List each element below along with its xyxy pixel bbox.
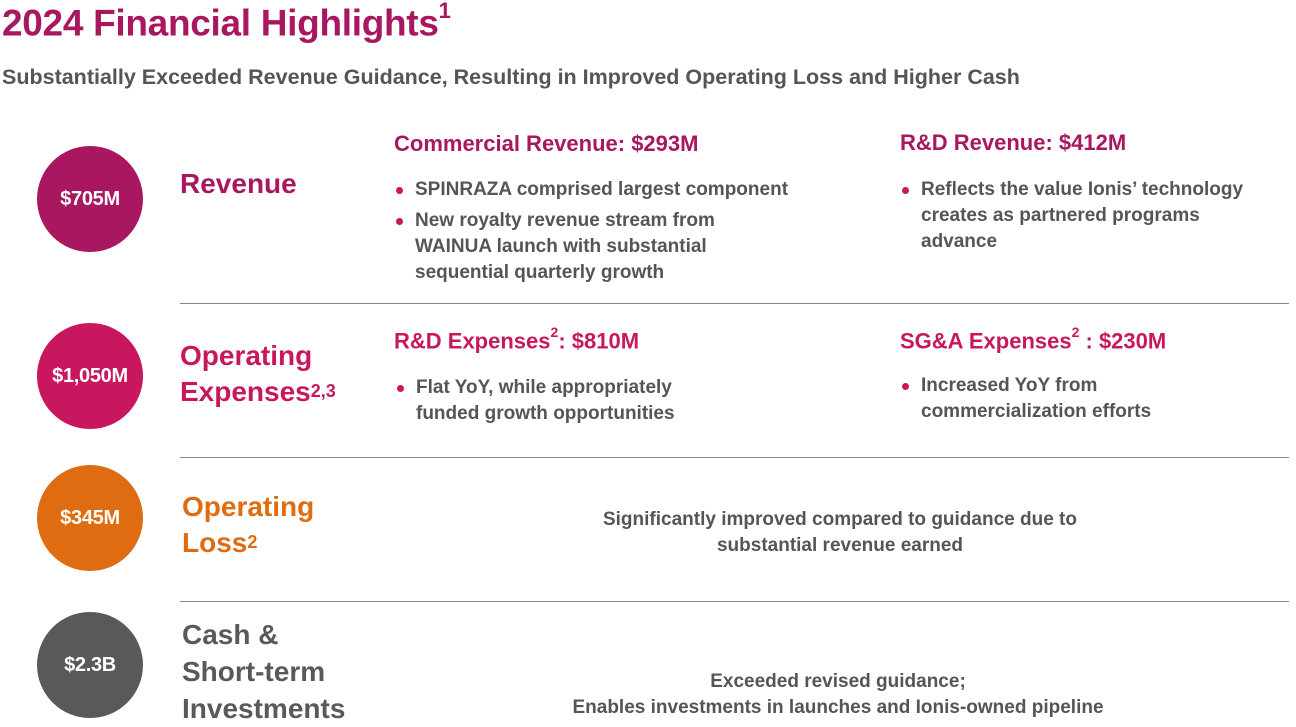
list-item: Reflects the value Ionis’ technology cre… xyxy=(900,177,1296,255)
revenue-label: Revenue xyxy=(180,168,297,199)
list-item: Increased YoY from commercialization eff… xyxy=(900,373,1290,425)
row-divider xyxy=(180,601,1289,602)
cash-description: Exceeded revised guidance; Enables inves… xyxy=(488,669,1188,721)
title-footnote-marker: 1 xyxy=(438,0,451,23)
sga-expenses-footnote-marker: 2 xyxy=(1071,324,1080,340)
rd-revenue-heading: R&D Revenue: $412M xyxy=(900,130,1127,155)
cash-label-line1: Cash & xyxy=(182,619,279,650)
operating-loss-description-line1: Significantly improved compared to guida… xyxy=(602,509,1077,530)
operating-loss-value: $345M xyxy=(60,506,120,529)
page-title-text: 2024 Financial Highlights xyxy=(2,2,439,44)
rd-expenses-footnote-marker: 2 xyxy=(550,324,559,340)
list-item: Flat YoY, while appropriately funded gro… xyxy=(395,375,815,427)
sga-expenses-bullets: Increased YoY from commercialization eff… xyxy=(900,373,1290,430)
cash-label: Cash & Short-term Investments xyxy=(182,616,345,727)
rd-expenses-heading-amount: : $810M xyxy=(558,328,640,354)
list-item: SPINRAZA comprised largest component xyxy=(394,177,864,203)
operating-loss-label-line2: Loss2 xyxy=(182,525,314,564)
commercial-revenue-heading: Commercial Revenue: $293M xyxy=(394,131,699,156)
operating-expenses-label-line2: Expenses2,3 xyxy=(180,374,336,413)
row-divider xyxy=(180,457,1289,458)
rd-expenses-bullets: Flat YoY, while appropriately funded gro… xyxy=(395,375,815,432)
operating-expenses-value-circle: $1,050M xyxy=(37,323,143,429)
sga-expenses-heading-prefix: SG&A Expenses xyxy=(900,328,1072,354)
row-divider xyxy=(180,303,1289,304)
operating-expenses-label-line1: Operating xyxy=(180,340,313,371)
rd-expenses-heading: R&D Expenses2: $810M xyxy=(394,324,640,354)
operating-loss-value-circle: $345M xyxy=(37,465,143,571)
commercial-revenue-bullets: SPINRAZA comprised largest component New… xyxy=(394,177,864,291)
operating-loss-footnote-marker: 2 xyxy=(247,532,258,552)
rd-expenses-heading-prefix: R&D Expenses xyxy=(394,328,551,354)
page-title: 2024 Financial Highlights1 xyxy=(2,0,451,44)
operating-expenses-label-text: Expenses xyxy=(180,376,311,407)
cash-value: $2.3B xyxy=(64,653,116,676)
operating-loss-label: Operating Loss2 xyxy=(182,489,314,564)
cash-label-line3: Investments xyxy=(182,693,346,724)
rd-revenue-bullets: Reflects the value Ionis’ technology cre… xyxy=(900,177,1296,260)
operating-loss-label-text: Loss xyxy=(182,527,248,558)
operating-loss-description: Significantly improved compared to guida… xyxy=(490,507,1190,559)
revenue-value-circle: $705M xyxy=(37,146,143,252)
operating-loss-label-line1: Operating xyxy=(182,491,315,522)
cash-value-circle: $2.3B xyxy=(37,612,143,718)
operating-loss-description-line2: substantial revenue earned xyxy=(716,535,964,556)
sga-expenses-heading-amount: : $230M xyxy=(1079,328,1167,354)
operating-expenses-value: $1,050M xyxy=(52,364,128,387)
operating-expenses-footnote-marker: 2,3 xyxy=(310,381,336,401)
revenue-value: $705M xyxy=(60,187,120,210)
operating-expenses-label: Operating Expenses2,3 xyxy=(180,338,336,413)
cash-description-line1: Exceeded revised guidance; xyxy=(710,671,966,692)
cash-description-line2: Enables investments in launches and Ioni… xyxy=(572,697,1104,718)
page-subtitle: Substantially Exceeded Revenue Guidance,… xyxy=(2,65,1020,89)
sga-expenses-heading: SG&A Expenses2 : $230M xyxy=(900,324,1167,354)
cash-label-line2: Short-term xyxy=(182,656,326,687)
list-item: New royalty revenue stream from WAINUA l… xyxy=(394,208,864,286)
